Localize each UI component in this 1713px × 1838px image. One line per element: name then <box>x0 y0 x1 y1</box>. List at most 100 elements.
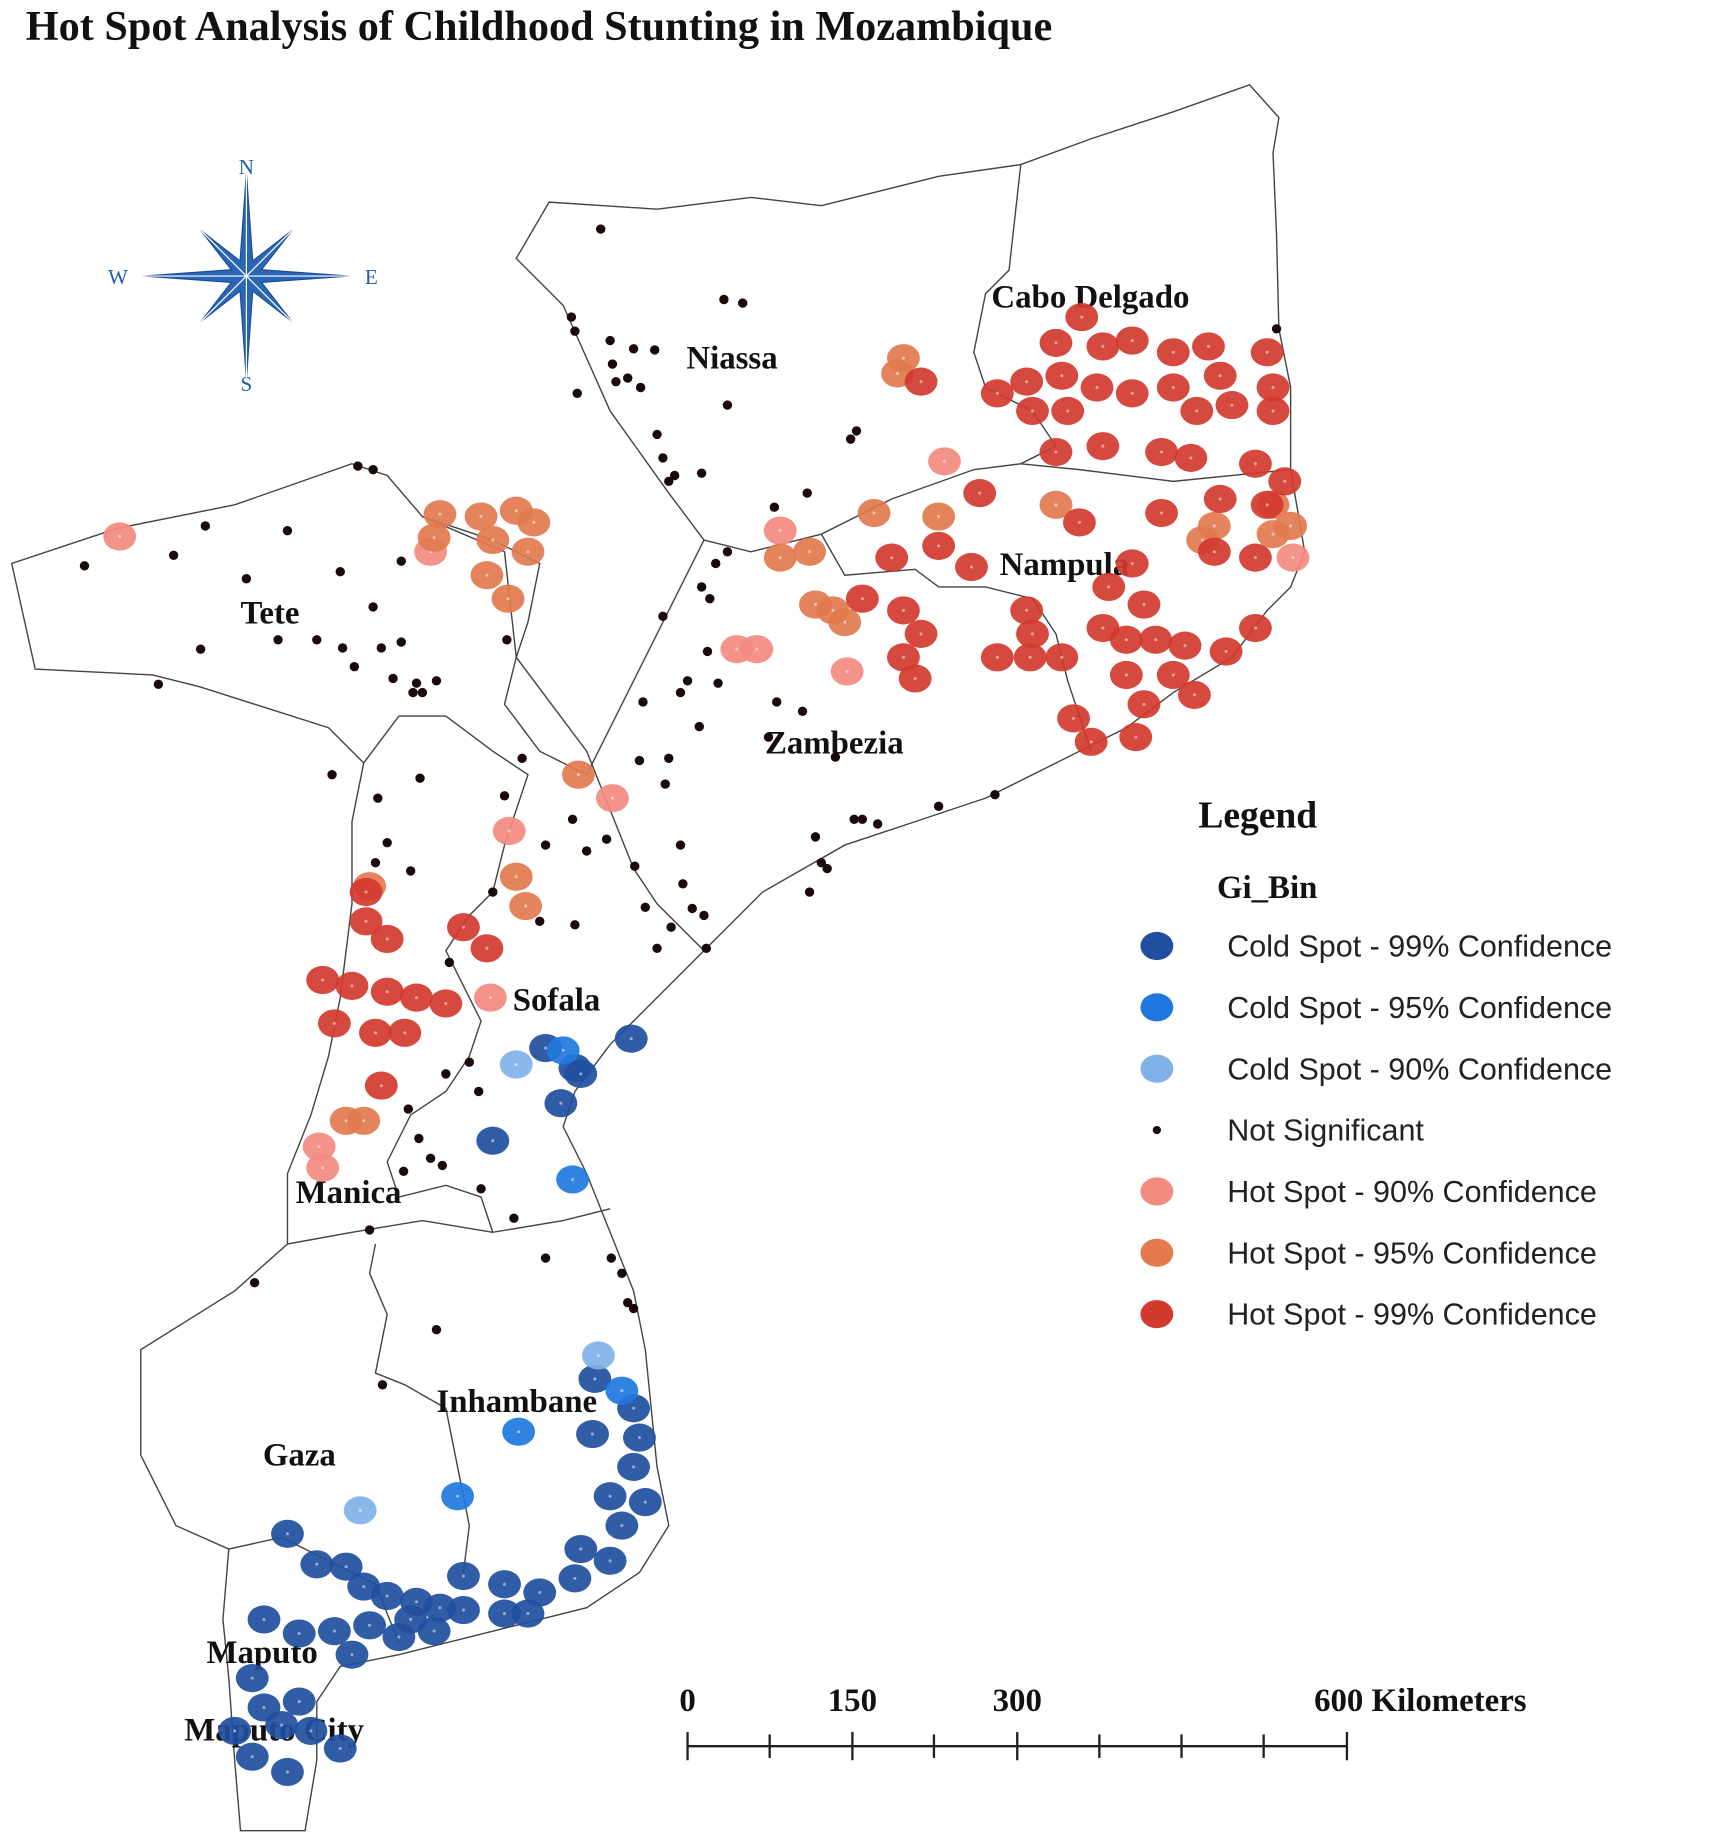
point-center <box>860 597 864 601</box>
not-significant-point <box>476 1184 486 1194</box>
not-significant-point <box>153 679 164 690</box>
point-center <box>414 1600 419 1604</box>
point-center <box>502 1612 507 1616</box>
point-center <box>409 1617 413 1621</box>
point-center <box>362 1119 366 1123</box>
not-significant-point <box>570 326 580 336</box>
point-center <box>579 1072 583 1076</box>
compass-ray <box>200 275 247 323</box>
province-border <box>422 515 705 952</box>
not-significant-point <box>669 470 680 481</box>
scale-label: 150 <box>828 1683 877 1719</box>
point-center <box>1171 350 1175 354</box>
point-center <box>573 1576 577 1580</box>
point-center <box>1028 655 1032 659</box>
point-center <box>1130 561 1134 566</box>
compass-s: S <box>241 372 253 396</box>
point-center <box>608 1494 612 1498</box>
point-center <box>514 1062 518 1067</box>
not-significant-point <box>396 637 406 647</box>
not-significant-point <box>872 819 883 829</box>
point-center <box>1171 385 1175 390</box>
point-center <box>576 773 580 777</box>
point-center <box>596 1353 600 1357</box>
point-center <box>1107 585 1111 589</box>
country-outline <box>10 83 1306 1832</box>
point-center <box>1253 626 1257 630</box>
not-significant-point <box>488 887 498 897</box>
not-significant-point <box>327 769 337 780</box>
point-center <box>1054 450 1058 454</box>
legend-label: Hot Spot - 90% Confidence <box>1227 1175 1597 1209</box>
not-significant-point <box>652 429 662 440</box>
point-center <box>620 1524 624 1528</box>
point-center <box>344 1565 348 1569</box>
point-center <box>1060 374 1064 378</box>
point-center <box>919 380 923 384</box>
not-significant-point <box>830 752 841 762</box>
point-center <box>1201 538 1205 542</box>
scale-label: 300 <box>993 1683 1042 1719</box>
not-significant-point <box>581 846 592 856</box>
point-center <box>1289 524 1293 528</box>
point-center <box>385 990 389 994</box>
point-center <box>285 1770 289 1774</box>
point-center <box>280 1723 284 1727</box>
point-center <box>432 1629 436 1633</box>
point-center <box>813 603 817 607</box>
not-significant-point <box>517 753 527 763</box>
point-center <box>362 1585 366 1589</box>
point-center <box>1101 344 1105 348</box>
not-significant-point <box>415 773 425 783</box>
not-significant-point <box>396 556 406 566</box>
point-center <box>532 520 536 524</box>
not-significant-point <box>652 943 662 954</box>
not-significant-point <box>699 910 709 921</box>
not-significant-point <box>195 644 206 654</box>
point-center <box>579 1547 583 1551</box>
point-center <box>1130 339 1134 343</box>
point-center <box>262 1617 266 1621</box>
point-center <box>514 875 518 879</box>
point-center <box>350 1653 354 1657</box>
compass: N E S W <box>108 155 378 396</box>
compass-ray <box>245 275 293 323</box>
not-significant-point <box>857 814 868 824</box>
point-center <box>338 1746 342 1751</box>
point-center <box>321 978 325 982</box>
not-significant-point <box>377 1380 388 1390</box>
point-center <box>1101 626 1105 630</box>
not-significant-point <box>658 611 668 621</box>
not-significant-point <box>79 561 90 571</box>
not-significant-point <box>711 558 721 569</box>
not-significant-point <box>687 903 697 914</box>
point-center <box>414 996 419 1000</box>
not-significant-point <box>474 1086 484 1097</box>
point-center <box>735 647 739 651</box>
point-center <box>620 1389 624 1393</box>
point-center <box>344 1119 348 1123</box>
not-significant-point <box>601 834 612 844</box>
not-significant-point <box>403 1104 413 1114</box>
point-center <box>919 632 923 636</box>
point-center <box>385 1594 389 1598</box>
point-center <box>1291 556 1295 560</box>
not-significant-point <box>405 866 416 876</box>
not-significant-point <box>353 461 363 471</box>
point-center <box>778 529 782 533</box>
not-significant-point <box>540 1253 551 1263</box>
not-significant-point <box>540 840 551 850</box>
not-significant-point <box>623 373 633 383</box>
not-significant-point <box>282 525 293 536</box>
point-center <box>778 556 782 560</box>
point-center <box>901 356 905 360</box>
point-center <box>1212 524 1216 528</box>
not-significant-point <box>370 857 381 868</box>
not-significant-point <box>675 840 686 850</box>
legend-label: Cold Spot - 90% Confidence <box>1227 1052 1612 1086</box>
legend-label: Hot Spot - 99% Confidence <box>1227 1298 1597 1332</box>
point-center <box>632 1406 636 1410</box>
point-center <box>1283 479 1287 483</box>
point-center <box>507 829 511 833</box>
